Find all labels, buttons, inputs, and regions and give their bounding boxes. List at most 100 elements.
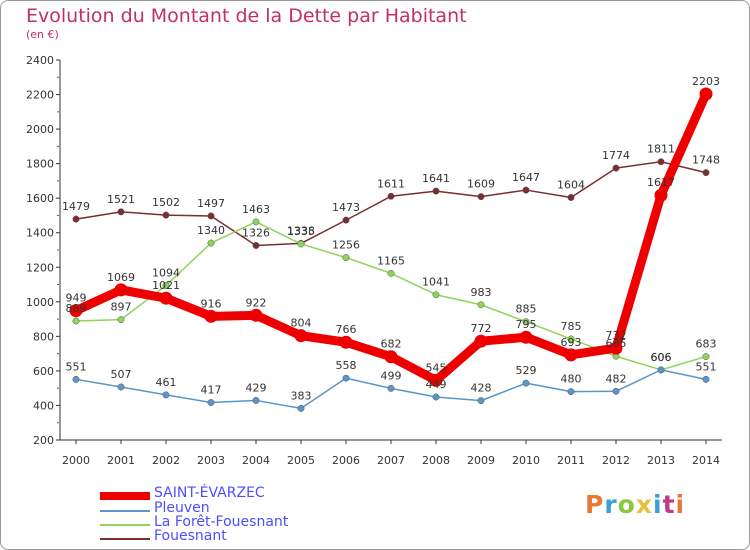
data-label-la-for-t-fouesnant: 889 [66,302,87,315]
data-point-pleuven [162,391,170,399]
data-label-fouesnant: 1647 [512,171,540,184]
data-point-pleuven [432,393,440,401]
data-point-fouesnant [207,212,215,220]
data-point-pleuven [342,374,350,382]
data-label-la-for-t-fouesnant: 1094 [152,267,180,280]
data-point-la-for-t-fouesnant [207,239,215,247]
data-point-la-for-t-fouesnant [477,301,485,309]
data-point-la-for-t-fouesnant [522,318,530,326]
legend-swatch-fouesnant [100,538,150,540]
x-tick-label: 2001 [107,454,135,467]
x-tick-label: 2007 [377,454,405,467]
data-point-la-for-t-fouesnant [387,269,395,277]
data-label-saint-varzec: 916 [201,297,222,310]
data-point-saint-varzec [519,330,533,344]
data-point-saint-varzec [474,334,488,348]
logo-letter: t [662,490,676,519]
data-label-pleuven: 606 [651,351,672,364]
data-point-saint-varzec [429,373,443,387]
data-point-fouesnant [567,194,575,201]
data-point-fouesnant [72,215,80,223]
data-label-pleuven: 417 [201,384,222,397]
data-label-la-for-t-fouesnant: 685 [606,337,627,350]
data-label-la-for-t-fouesnant: 897 [111,301,132,314]
x-tick-label: 2011 [557,454,585,467]
data-label-saint-varzec: 682 [381,338,402,351]
data-point-fouesnant [477,193,485,201]
data-point-fouesnant [117,208,125,216]
data-point-saint-varzec [654,188,668,202]
data-label-fouesnant: 1774 [602,149,630,162]
data-label-la-for-t-fouesnant: 1463 [242,203,270,216]
data-label-saint-varzec: 772 [471,322,492,335]
x-tick-label: 2013 [647,454,675,467]
data-label-pleuven: 461 [156,376,177,389]
data-point-saint-varzec [339,335,353,349]
data-label-fouesnant: 1521 [107,193,135,206]
data-label-saint-varzec: 693 [561,336,582,349]
y-tick-label: 1600 [26,192,54,205]
data-point-saint-varzec [294,329,308,343]
data-label-saint-varzec: 1617 [647,176,675,189]
y-tick-label: 1800 [26,158,54,171]
data-point-fouesnant [342,216,350,224]
data-label-la-for-t-fouesnant: 983 [471,286,492,299]
logo-letter: o [617,490,636,519]
data-point-saint-varzec [249,308,263,322]
data-label-fouesnant: 1338 [287,224,315,237]
data-point-la-for-t-fouesnant [432,291,440,299]
data-label-pleuven: 507 [111,368,132,381]
data-point-pleuven [117,383,125,391]
y-tick-label: 1400 [26,227,54,240]
x-tick-label: 2005 [287,454,315,467]
legend-label-la-foret-fouesnant: La Forêt-Fouesnant [154,514,289,530]
data-label-saint-varzec: 732 [606,329,627,342]
data-label-pleuven: 551 [66,360,87,373]
data-point-pleuven [612,387,620,395]
data-point-fouesnant [162,211,170,219]
data-label-pleuven: 558 [336,359,357,372]
data-label-la-for-t-fouesnant: 683 [696,338,717,351]
y-tick-label: 600 [33,365,54,378]
proxiti-logo: Proxiti [585,490,685,519]
x-tick-label: 2010 [512,454,540,467]
x-tick-label: 2012 [602,454,630,467]
data-label-saint-varzec: 1069 [107,271,135,284]
data-point-pleuven [477,397,485,405]
data-point-saint-varzec [114,283,128,297]
data-label-fouesnant: 1473 [332,201,360,214]
data-label-saint-varzec: 766 [336,323,357,336]
y-tick-label: 2400 [26,54,54,67]
data-label-pleuven: 429 [246,381,267,394]
legend-swatch-pleuven [100,510,150,512]
data-point-saint-varzec [204,309,218,323]
data-label-pleuven: 428 [471,382,492,395]
legend-swatch-saint-evarzec [100,492,150,500]
data-label-fouesnant: 1609 [467,178,495,191]
data-point-la-for-t-fouesnant [567,335,575,343]
data-label-pleuven: 499 [381,369,402,382]
data-label-fouesnant: 1479 [62,200,90,213]
data-label-la-for-t-fouesnant: 606 [651,351,672,364]
logo-letter: P [585,490,605,519]
logo-letter: r [604,490,618,519]
data-point-fouesnant [657,158,665,166]
data-point-pleuven [297,404,305,412]
data-point-pleuven [522,379,530,387]
data-point-la-for-t-fouesnant [162,282,170,290]
data-label-fouesnant: 1497 [197,197,225,210]
y-tick-label: 800 [33,330,54,343]
y-tick-label: 2000 [26,123,54,136]
data-point-fouesnant [702,169,710,177]
data-point-la-for-t-fouesnant [117,316,125,324]
y-tick-label: 1200 [26,261,54,274]
data-label-la-for-t-fouesnant: 1256 [332,239,360,252]
data-label-saint-varzec: 2203 [692,75,720,88]
data-label-fouesnant: 1604 [557,178,585,191]
data-point-saint-varzec [699,87,713,101]
data-label-la-for-t-fouesnant: 1340 [197,224,225,237]
data-label-fouesnant: 1748 [692,154,720,167]
data-label-pleuven: 482 [606,372,627,385]
x-tick-label: 2009 [467,454,495,467]
